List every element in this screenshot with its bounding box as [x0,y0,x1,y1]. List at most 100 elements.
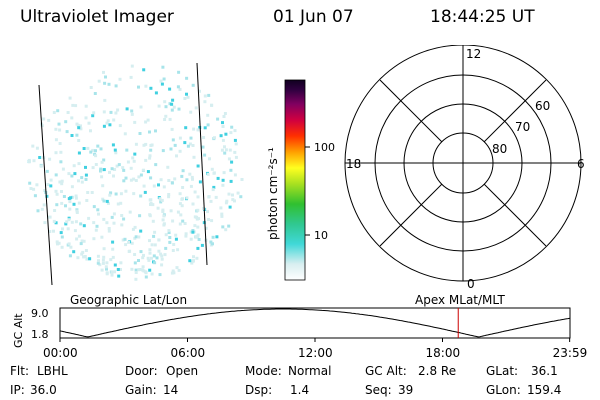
uv-speckle-dot [203,100,207,104]
dsp-value: 1.4 [290,383,310,397]
uv-speckle-dot [42,203,46,207]
uv-speckle-dot [96,144,100,148]
uv-speckle-dot [116,108,120,112]
uv-speckle-dot [31,144,35,148]
uv-speckle-dot [193,224,197,228]
uv-speckle-dot [154,129,157,133]
uv-speckle-dot [115,164,119,168]
uv-speckle-dot [139,229,143,233]
uv-speckle-dot [60,182,64,186]
uv-speckle-dot [172,243,176,246]
uv-speckle-dot [68,96,72,100]
uv-speckle-dot [54,189,58,193]
altitude-xticks: 00:00 06:00 12:00 18:00 23:59 [43,338,587,360]
uv-speckle-dot [212,171,216,175]
uv-speckle-dot [107,82,111,86]
uv-speckle-dot [122,217,126,221]
uv-speckle-dot [79,222,83,226]
uv-speckle-dot [100,160,104,164]
uv-speckle-dot [164,114,168,118]
uv-speckle-dot [75,133,79,137]
uv-speckle-dot [77,234,81,238]
uv-speckle-dot [157,104,161,108]
uv-speckle-dot [129,178,133,182]
uv-speckle-dot [233,138,237,142]
uv-speckle-dot [174,233,178,237]
uv-speckle-dot [202,221,206,225]
uv-speckle-dot [161,218,165,222]
uv-speckle-dot [220,214,224,218]
altitude-xtick-label: 00:00 [43,346,78,360]
uv-speckle-dot [86,146,90,150]
uv-speckle-dot [27,160,31,164]
uv-speckle-dot [233,129,237,133]
uv-speckle-dot [183,222,187,225]
uv-speckle-dot [149,86,153,90]
uv-speckle-dot [134,142,138,146]
uv-speckle-dot [108,170,111,174]
gain-value: 14 [163,383,179,397]
uv-speckle-dot [82,239,86,243]
uv-speckle-dot [144,84,148,88]
uv-speckle-dot [138,214,142,218]
uv-speckle-dot [202,136,206,139]
uv-speckle-dot [176,85,180,89]
uv-speckle-dot [170,127,174,131]
uv-speckle-dot [148,154,152,158]
uv-speckle-dot [192,255,195,259]
uv-speckle-dot [125,107,129,111]
door-label: Door: [125,364,158,378]
uv-speckle-dot [130,64,134,68]
uv-speckle-dot [76,256,80,260]
uv-speckle-dot [191,144,195,147]
uv-speckle-dot [102,110,106,114]
uv-speckle-dot [189,184,193,188]
uv-speckle-dot [191,83,195,87]
uv-speckle-dot [59,160,63,164]
uv-speckle-dot [119,268,122,271]
uv-speckle-dot [108,193,112,197]
uv-speckle-dot [186,144,190,148]
instrument-title: Ultraviolet Imager [20,7,174,27]
uv-speckle-dot [81,250,85,254]
uv-speckle-dot [39,164,43,168]
uv-speckle-dot [77,201,81,205]
uv-speckle-dot [181,219,185,223]
uv-speckle-dot [180,204,184,208]
uv-speckle-dot [118,77,122,81]
uv-speckle-dot [56,109,60,113]
uv-speckle-dot [144,275,148,279]
uv-speckle-dot [161,149,165,153]
uv-speckle-dot [178,192,182,196]
uv-speckle-dot [114,151,118,155]
uv-speckle-dot [114,111,118,115]
uv-speckle-dot [77,179,80,183]
uv-speckle-dot [201,145,205,149]
flt-value: LBHL [37,364,68,378]
uv-speckle-dot [221,121,224,125]
uv-speckle-dot [120,214,124,217]
uv-speckle-dot [206,113,210,117]
uv-speckle-dot [222,115,226,118]
uv-speckle-dot [40,207,44,211]
uv-speckle-dot [139,173,143,177]
uv-speckle-dot [101,258,105,262]
uv-speckle-dot [132,159,136,163]
uv-speckle-dot [229,131,233,135]
uv-speckle-dot [167,229,171,233]
colorbar-tick-10: 10 [314,229,328,242]
uv-speckle-dot [172,105,176,109]
uv-speckle-dot [183,141,187,145]
uv-speckle-dot [117,163,121,167]
uv-speckle-dot [211,188,215,192]
uv-speckle-dot [171,138,175,142]
uv-speckle-dot [229,179,233,183]
uv-speckle-dot [233,150,237,154]
uv-speckle-dot [58,128,62,132]
uv-speckle-dot [73,172,77,176]
uv-speckle-dot [94,228,98,232]
uv-speckle-dot [54,151,58,155]
uv-speckle-dot [150,272,154,276]
uv-speckle-dot [164,105,168,109]
uv-speckle-dot [112,118,116,122]
